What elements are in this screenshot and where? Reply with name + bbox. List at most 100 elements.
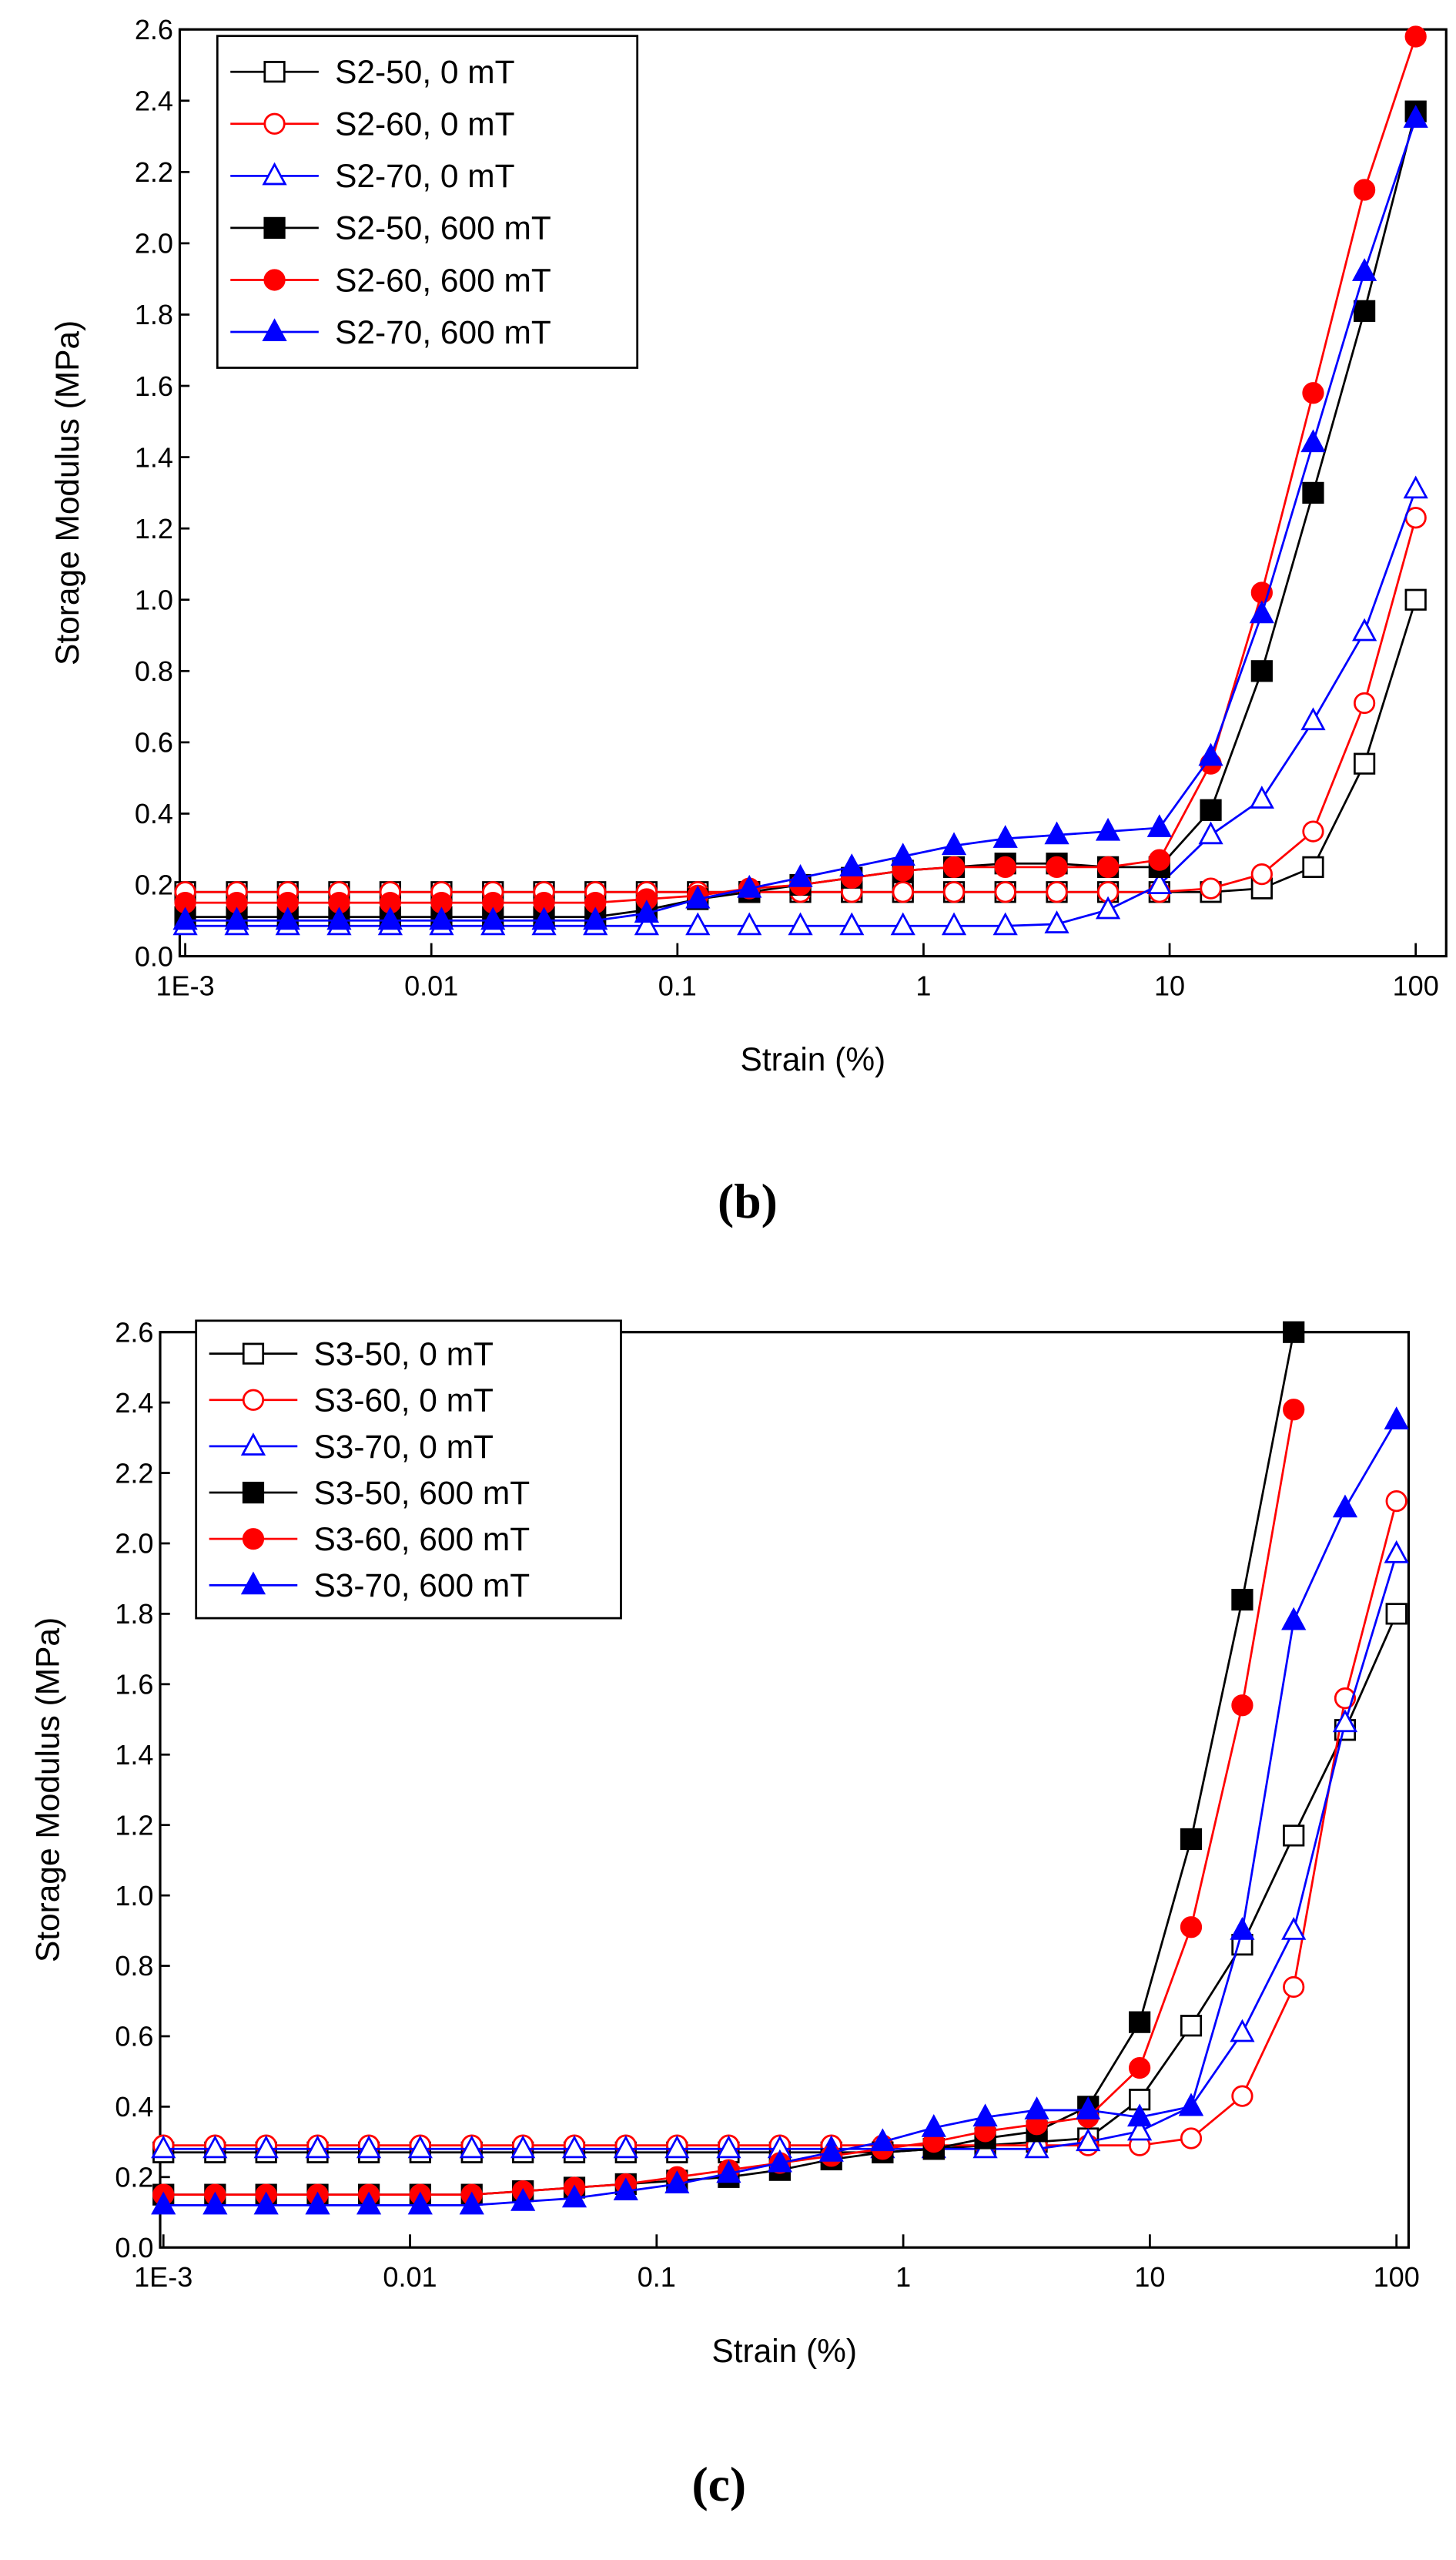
chart-panel: 0.0 0.2 0.4 0.6 0.8 1.0 1.2 1.4 1.6 1.8 2.0 2.2 2.4 2… <box>49 14 1448 1228</box>
marker <box>240 1432 266 1456</box>
marker <box>262 162 287 186</box>
series-line <box>163 1613 1397 2154</box>
marker <box>242 1389 265 1411</box>
marker <box>326 906 352 930</box>
marker <box>459 2191 484 2215</box>
y-tick-label: 2.2 <box>135 156 173 188</box>
legend-label: S3-60, 600 mT <box>313 1521 530 1557</box>
x-tick-label: 1 <box>895 2261 911 2293</box>
marker <box>716 2160 741 2183</box>
y-tick-label: 2.4 <box>135 85 173 117</box>
marker <box>203 2135 228 2159</box>
y-tick-label: 1.2 <box>135 513 173 545</box>
marker <box>1351 618 1377 642</box>
marker <box>972 2103 998 2127</box>
y-tick-label: 2.6 <box>115 1316 153 1348</box>
marker <box>240 1571 266 1595</box>
marker <box>305 2191 330 2215</box>
marker <box>1250 863 1273 886</box>
marker <box>1353 752 1376 775</box>
y-tick-label: 0.2 <box>115 2162 153 2193</box>
marker <box>1332 1709 1358 1733</box>
series-line <box>185 488 1417 927</box>
marker <box>1180 1828 1203 1851</box>
legend-label: S3-50, 600 mT <box>313 1475 530 1511</box>
marker <box>664 2170 690 2193</box>
marker <box>685 912 711 936</box>
y-tick-label: 1.6 <box>135 370 173 402</box>
marker <box>839 912 865 936</box>
marker <box>1046 856 1068 878</box>
marker <box>1332 1494 1358 1518</box>
marker <box>1024 2135 1049 2159</box>
panel-label: (c) <box>691 2457 746 2511</box>
marker <box>1283 1321 1305 1343</box>
marker <box>242 1481 265 1504</box>
marker <box>1230 2019 1255 2042</box>
x-tick-label: 0.1 <box>638 2261 676 2293</box>
marker <box>1353 300 1376 322</box>
marker <box>994 856 1016 878</box>
marker <box>921 2114 946 2137</box>
marker <box>1095 817 1121 841</box>
marker <box>1231 2085 1253 2107</box>
marker <box>1302 820 1324 843</box>
marker <box>1404 588 1427 611</box>
marker <box>203 2191 228 2215</box>
x-tick-label: 1 <box>915 970 931 1002</box>
y-tick-label: 1.8 <box>115 1598 153 1630</box>
marker <box>253 2135 279 2159</box>
marker <box>613 2177 638 2201</box>
y-tick-label: 1.2 <box>115 1809 153 1841</box>
marker <box>818 2139 844 2162</box>
marker <box>1127 2117 1153 2141</box>
marker <box>685 885 711 909</box>
x-tick-label: 10 <box>1134 2261 1165 2293</box>
y-tick-label: 1.6 <box>115 1669 153 1701</box>
marker <box>356 2135 382 2159</box>
marker <box>788 863 813 887</box>
marker <box>892 881 914 903</box>
marker <box>992 912 1018 936</box>
marker <box>634 900 659 923</box>
marker <box>1096 856 1120 878</box>
x-tick-label: 0.01 <box>404 970 458 1002</box>
marker <box>1283 1975 1305 1999</box>
marker <box>1353 692 1376 715</box>
y-tick-label: 0.0 <box>115 2232 153 2263</box>
marker <box>716 2135 741 2159</box>
x-tick-label: 0.01 <box>383 2261 437 2293</box>
y-tick-label: 2.0 <box>135 228 173 260</box>
y-tick-label: 0.0 <box>135 940 173 972</box>
y-tick-label: 2.2 <box>115 1457 153 1489</box>
y-tick-label: 0.2 <box>135 870 173 901</box>
marker <box>305 2135 330 2159</box>
marker <box>263 61 286 83</box>
y-tick-label: 2.0 <box>115 1528 153 1560</box>
marker <box>1180 1916 1203 1938</box>
marker <box>664 2135 690 2159</box>
marker <box>1281 1607 1307 1630</box>
marker <box>1200 877 1222 900</box>
marker <box>1180 2127 1203 2150</box>
marker <box>1231 1694 1253 1717</box>
marker <box>377 906 403 930</box>
marker <box>1351 258 1377 281</box>
marker <box>1146 871 1172 894</box>
marker <box>263 112 286 135</box>
y-tick-label: 1.8 <box>135 299 173 330</box>
marker <box>767 2149 792 2173</box>
marker <box>1283 1399 1305 1421</box>
x-tick-label: 10 <box>1154 970 1185 1002</box>
marker <box>263 216 286 240</box>
marker <box>839 853 865 876</box>
marker <box>1198 821 1223 845</box>
marker <box>583 906 608 930</box>
marker <box>1302 481 1324 504</box>
marker <box>613 2135 638 2159</box>
y-axis-label: Storage Modulus (MPa) <box>49 320 85 665</box>
marker <box>1044 821 1069 845</box>
marker <box>1404 25 1427 48</box>
chart-panel: 0.0 0.2 0.4 0.6 0.8 1.0 1.2 1.4 1.6 1.8 2.0 2.2 2.4 2… <box>29 1316 1419 2511</box>
y-axis-label: Storage Modulus (MPa) <box>29 1617 65 1962</box>
